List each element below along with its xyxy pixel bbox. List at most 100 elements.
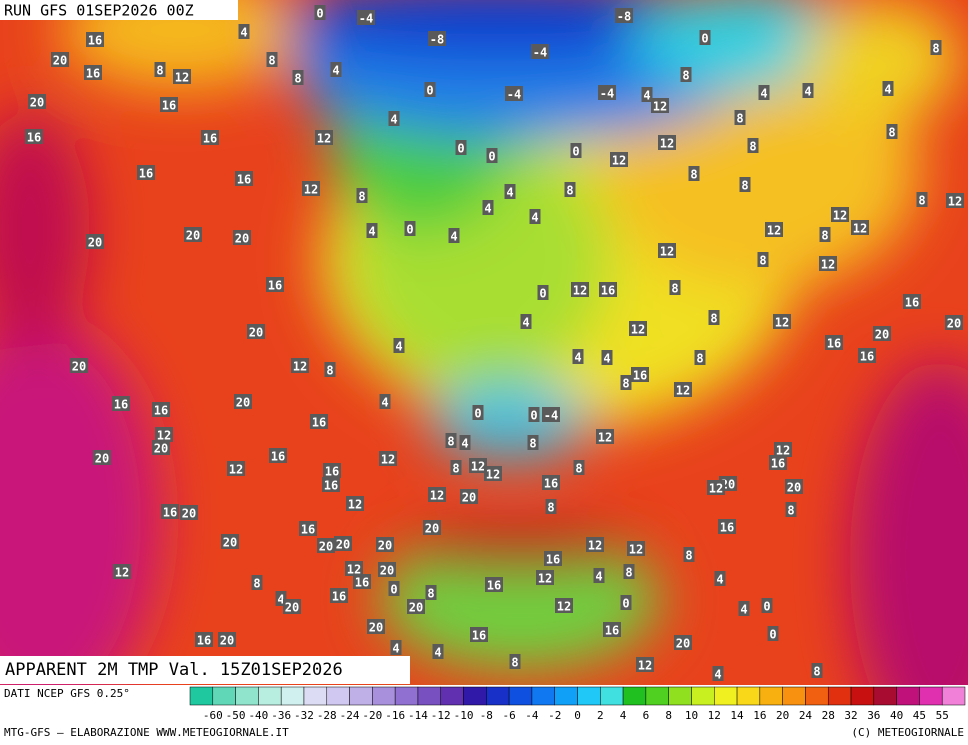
label-box (366, 223, 378, 238)
scale-swatch (417, 686, 441, 706)
label-box (761, 598, 773, 613)
temp-label: 4 (595, 570, 602, 584)
scale-swatch (759, 686, 783, 706)
scale-label: -24 (340, 709, 360, 722)
label-box (93, 450, 111, 465)
temp-label: 16 (154, 404, 168, 418)
label-box (773, 314, 791, 329)
temp-label: 0 (701, 32, 708, 46)
scale-label: 20 (776, 709, 789, 722)
label-box (714, 571, 726, 586)
label-box (886, 124, 898, 139)
temp-label: 16 (197, 634, 211, 648)
temp-label: 16 (324, 479, 338, 493)
scale-label: 24 (799, 709, 813, 722)
temp-label: 8 (696, 352, 703, 366)
label-box (699, 30, 711, 45)
label-box (330, 588, 348, 603)
temp-label: 16 (268, 279, 282, 293)
label-box (330, 62, 342, 77)
scale-swatch (600, 686, 624, 706)
label-box (455, 140, 467, 155)
label-box (353, 574, 371, 589)
scale-swatch (577, 686, 601, 706)
temp-label: 20 (182, 507, 196, 521)
scale-swatch (463, 686, 487, 706)
scale-label: 4 (620, 709, 627, 722)
temp-label: 16 (771, 457, 785, 471)
map-title: APPARENT 2M TMP Val. 15Z01SEP2026 (5, 660, 343, 680)
label-box (428, 487, 446, 502)
temp-label: 16 (237, 173, 251, 187)
temp-label: 4 (531, 211, 538, 225)
label-box (819, 227, 831, 242)
run-label: RUN GFS 01SEP2026 00Z (4, 2, 194, 20)
scale-swatch (668, 686, 692, 706)
label-box (184, 227, 202, 242)
label-box (201, 130, 219, 145)
temp-label: 16 (325, 465, 339, 479)
label-box (234, 394, 252, 409)
label-box (233, 230, 251, 245)
label-box (283, 599, 301, 614)
run-box (0, 0, 238, 20)
temp-label: 4 (390, 113, 397, 127)
temp-label: 16 (88, 34, 102, 48)
temp-label: 4 (240, 26, 247, 40)
label-box (152, 402, 170, 417)
scale-swatch (440, 686, 464, 706)
label-box (555, 598, 573, 613)
temp-label: 4 (381, 396, 388, 410)
label-box (173, 69, 191, 84)
temp-label: 4 (522, 316, 529, 330)
temp-label: 16 (472, 629, 486, 643)
label-box (484, 466, 502, 481)
label-box (470, 627, 488, 642)
temp-label: 20 (787, 481, 801, 495)
temp-label: 0 (539, 287, 546, 301)
temp-label: 20 (154, 442, 168, 456)
label-box (432, 644, 444, 659)
label-box (86, 234, 104, 249)
label-box (802, 83, 814, 98)
temp-label: 8 (268, 54, 275, 68)
temp-label: 20 (285, 601, 299, 615)
temp-label: 20 (53, 54, 67, 68)
label-box (292, 70, 304, 85)
label-box (459, 435, 471, 450)
label-box (505, 86, 523, 101)
temp-label: 20 (319, 540, 333, 554)
label-box (482, 200, 494, 215)
label-box (346, 496, 364, 511)
temp-label: 20 (947, 317, 961, 331)
temp-label: 16 (720, 521, 734, 535)
label-box (636, 657, 654, 672)
temp-label: 0 (406, 223, 413, 237)
label-box (529, 209, 541, 224)
temp-label: 8 (918, 194, 925, 208)
temp-label: 12 (676, 384, 690, 398)
temp-label: 12 (853, 222, 867, 236)
label-box (235, 171, 253, 186)
scale-swatch (303, 686, 328, 706)
temp-label: 12 (776, 444, 790, 458)
label-box (623, 564, 635, 579)
label-box (946, 193, 964, 208)
temp-label: 20 (336, 538, 350, 552)
label-box (537, 285, 549, 300)
scale-swatch (782, 686, 806, 706)
label-box (757, 252, 769, 267)
scale-swatch (622, 686, 647, 706)
temp-label: 4 (277, 593, 284, 607)
label-box (345, 561, 363, 576)
scale-swatch (326, 686, 350, 706)
scale-label: -12 (431, 709, 451, 722)
temp-label: 20 (223, 536, 237, 550)
label-box (774, 442, 792, 457)
label-box (469, 458, 487, 473)
scale-label: -36 (271, 709, 291, 722)
label-box (460, 489, 478, 504)
label-box (620, 595, 632, 610)
scale-label: 28 (822, 709, 835, 722)
